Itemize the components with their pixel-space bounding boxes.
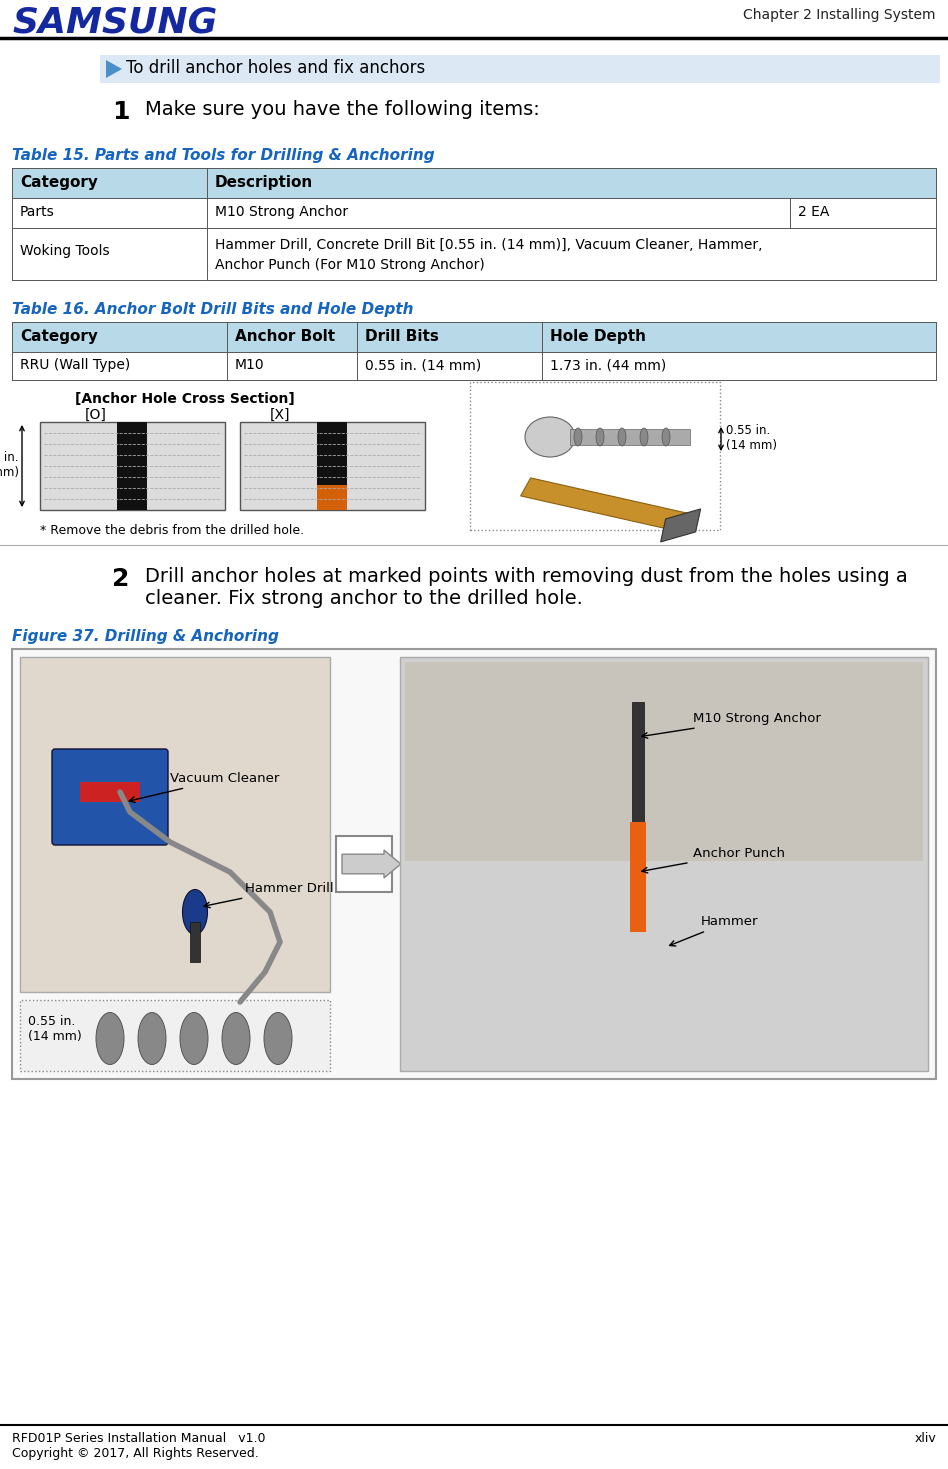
Text: M10 Strong Anchor: M10 Strong Anchor bbox=[642, 712, 820, 739]
Ellipse shape bbox=[618, 427, 626, 447]
Text: Description: Description bbox=[215, 175, 313, 190]
Text: Copyright © 2017, All Rights Reserved.: Copyright © 2017, All Rights Reserved. bbox=[12, 1447, 259, 1460]
FancyBboxPatch shape bbox=[52, 749, 168, 845]
FancyBboxPatch shape bbox=[318, 485, 348, 510]
FancyBboxPatch shape bbox=[240, 422, 425, 510]
FancyBboxPatch shape bbox=[336, 836, 392, 892]
Text: Category: Category bbox=[20, 329, 98, 344]
FancyBboxPatch shape bbox=[400, 657, 928, 1071]
FancyBboxPatch shape bbox=[20, 1000, 330, 1071]
Text: RRU (Wall Type): RRU (Wall Type) bbox=[20, 358, 130, 372]
FancyBboxPatch shape bbox=[100, 54, 940, 84]
FancyBboxPatch shape bbox=[631, 702, 644, 823]
Text: Make sure you have the following items:: Make sure you have the following items: bbox=[145, 100, 539, 119]
Text: [Anchor Hole Cross Section]: [Anchor Hole Cross Section] bbox=[75, 392, 295, 405]
Ellipse shape bbox=[96, 1012, 124, 1065]
FancyBboxPatch shape bbox=[118, 422, 148, 510]
Text: Vacuum Cleaner: Vacuum Cleaner bbox=[129, 773, 280, 802]
Text: M10 Strong Anchor: M10 Strong Anchor bbox=[215, 206, 348, 219]
FancyBboxPatch shape bbox=[190, 923, 200, 962]
Text: 1.73 in.
(44 mm): 1.73 in. (44 mm) bbox=[0, 451, 19, 479]
Text: Woking Tools: Woking Tools bbox=[20, 244, 110, 259]
Text: Figure 37. Drilling & Anchoring: Figure 37. Drilling & Anchoring bbox=[12, 629, 279, 643]
FancyBboxPatch shape bbox=[318, 422, 348, 485]
FancyBboxPatch shape bbox=[12, 322, 936, 353]
Text: Hammer Drill, Concrete Drill Bit [0.55 in. (14 mm)], Vacuum Cleaner, Hammer,
Anc: Hammer Drill, Concrete Drill Bit [0.55 i… bbox=[215, 238, 762, 272]
FancyBboxPatch shape bbox=[20, 657, 330, 992]
Text: 0.55 in.
(14 mm): 0.55 in. (14 mm) bbox=[28, 1015, 82, 1043]
Text: [X]: [X] bbox=[270, 408, 290, 422]
Text: Anchor Bolt: Anchor Bolt bbox=[235, 329, 336, 344]
Text: Table 16. Anchor Bolt Drill Bits and Hole Depth: Table 16. Anchor Bolt Drill Bits and Hol… bbox=[12, 303, 413, 317]
Text: Table 15. Parts and Tools for Drilling & Anchoring: Table 15. Parts and Tools for Drilling &… bbox=[12, 148, 434, 163]
Text: 0.55 in. (14 mm): 0.55 in. (14 mm) bbox=[365, 358, 482, 372]
Text: Drill Bits: Drill Bits bbox=[365, 329, 439, 344]
FancyBboxPatch shape bbox=[629, 823, 646, 931]
Text: M10: M10 bbox=[235, 358, 264, 372]
Ellipse shape bbox=[138, 1012, 166, 1065]
Text: cleaner. Fix strong anchor to the drilled hole.: cleaner. Fix strong anchor to the drille… bbox=[145, 589, 583, 608]
Ellipse shape bbox=[264, 1012, 292, 1065]
Ellipse shape bbox=[596, 427, 604, 447]
Ellipse shape bbox=[662, 427, 670, 447]
FancyBboxPatch shape bbox=[470, 382, 720, 530]
Text: Category: Category bbox=[20, 175, 98, 190]
FancyBboxPatch shape bbox=[12, 167, 936, 198]
FancyBboxPatch shape bbox=[405, 663, 923, 861]
Ellipse shape bbox=[222, 1012, 250, 1065]
Text: 1.73 in. (44 mm): 1.73 in. (44 mm) bbox=[550, 358, 666, 372]
FancyBboxPatch shape bbox=[12, 649, 936, 1080]
Ellipse shape bbox=[180, 1012, 208, 1065]
Ellipse shape bbox=[574, 427, 582, 447]
Text: Parts: Parts bbox=[20, 206, 55, 219]
Text: Hammer Drill: Hammer Drill bbox=[204, 881, 334, 908]
FancyArrow shape bbox=[342, 851, 401, 878]
Polygon shape bbox=[520, 477, 691, 532]
Ellipse shape bbox=[640, 427, 648, 447]
Text: * Remove the debris from the drilled hole.: * Remove the debris from the drilled hol… bbox=[40, 524, 304, 538]
FancyBboxPatch shape bbox=[80, 782, 140, 802]
Text: 2: 2 bbox=[112, 567, 129, 591]
FancyBboxPatch shape bbox=[570, 429, 690, 445]
Text: SAMSUNG: SAMSUNG bbox=[12, 4, 217, 40]
Text: Drill anchor holes at marked points with removing dust from the holes using a: Drill anchor holes at marked points with… bbox=[145, 567, 908, 586]
FancyBboxPatch shape bbox=[40, 422, 225, 510]
Text: RFD01P Series Installation Manual   v1.0: RFD01P Series Installation Manual v1.0 bbox=[12, 1432, 265, 1445]
Text: Hole Depth: Hole Depth bbox=[550, 329, 646, 344]
Text: To drill anchor holes and fix anchors: To drill anchor holes and fix anchors bbox=[126, 59, 426, 76]
Text: [O]: [O] bbox=[85, 408, 107, 422]
Polygon shape bbox=[106, 60, 122, 78]
Text: 2 EA: 2 EA bbox=[798, 206, 830, 219]
Polygon shape bbox=[661, 508, 701, 542]
Text: Hammer: Hammer bbox=[669, 915, 758, 946]
Text: Chapter 2 Installing System: Chapter 2 Installing System bbox=[743, 7, 936, 22]
Ellipse shape bbox=[525, 417, 575, 457]
Text: 0.55 in.
(14 mm): 0.55 in. (14 mm) bbox=[726, 425, 777, 452]
Ellipse shape bbox=[183, 890, 208, 934]
Text: xliv: xliv bbox=[914, 1432, 936, 1445]
Text: Anchor Punch: Anchor Punch bbox=[642, 848, 785, 873]
Text: 1: 1 bbox=[112, 100, 130, 123]
